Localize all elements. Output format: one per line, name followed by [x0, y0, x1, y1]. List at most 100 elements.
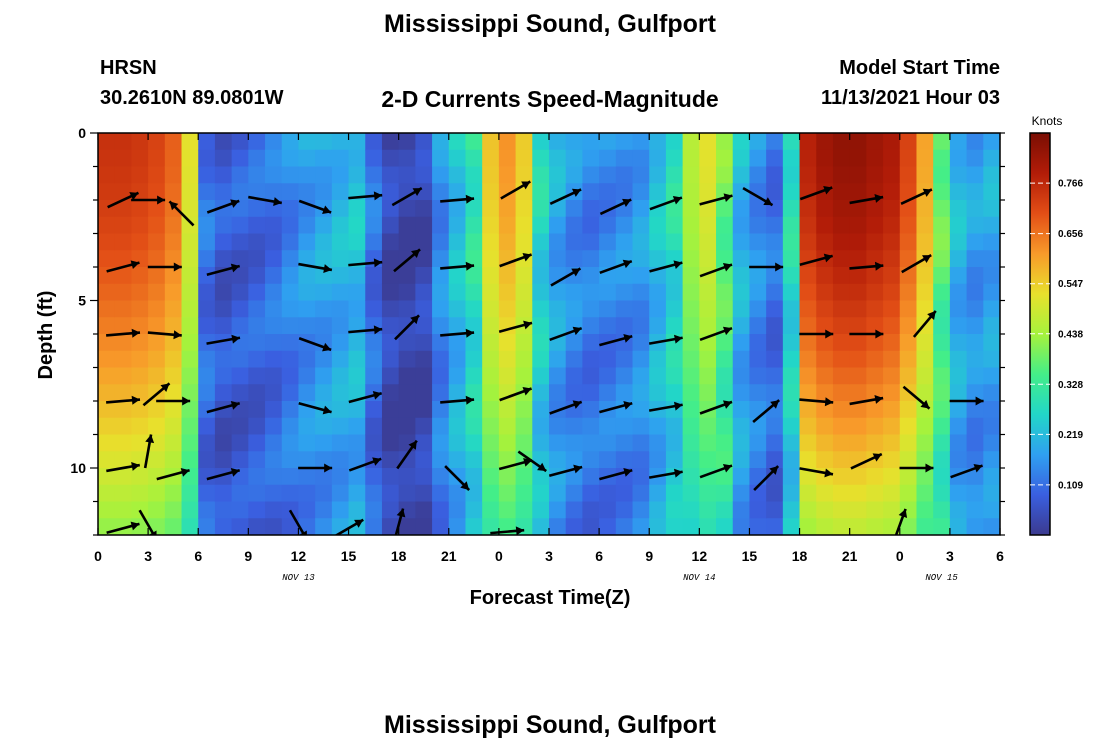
heatmap-cell: [949, 417, 968, 436]
current-vector: [849, 261, 884, 271]
heatmap-cell: [482, 484, 500, 503]
heatmap-cell: [248, 183, 266, 201]
heatmap-cell: [632, 367, 650, 385]
heatmap-cell: [98, 468, 116, 486]
heatmap-cell: [949, 317, 968, 335]
heatmap-cell: [615, 317, 634, 335]
heatmap-cell: [515, 267, 533, 285]
heatmap-cell: [114, 149, 133, 168]
heatmap-cell: [549, 451, 567, 469]
heatmap-cell: [766, 283, 784, 302]
heatmap-cell: [899, 334, 918, 352]
heatmap-cell: [816, 384, 834, 402]
heatmap-cell: [114, 501, 133, 519]
heatmap-cell: [816, 451, 834, 469]
heatmap-cell: [181, 283, 199, 302]
heatmap-cell: [415, 334, 433, 352]
heatmap-cell: [899, 417, 918, 436]
current-vector: [106, 462, 141, 473]
heatmap-cell: [649, 216, 667, 235]
heatmap-cell: [265, 468, 283, 486]
heatmap-cell: [131, 300, 149, 318]
heatmap-cell: [766, 216, 784, 235]
current-vector: [143, 434, 155, 469]
heatmap-cell: [465, 518, 483, 535]
heatmap-cell: [381, 518, 400, 535]
current-vector: [901, 254, 932, 274]
heatmap-cell: [832, 350, 851, 369]
heatmap-cell: [214, 334, 233, 352]
heatmap-cell: [448, 250, 467, 268]
heatmap-cell: [749, 417, 767, 436]
vector-head: [825, 329, 834, 339]
heatmap-cell: [799, 267, 817, 285]
heatmap-cell: [214, 133, 233, 151]
heatmap-cell: [181, 384, 199, 402]
heatmap-cell: [315, 183, 333, 201]
heatmap-cell: [365, 367, 383, 385]
heatmap-cell: [832, 250, 851, 268]
heatmap-cell: [933, 434, 951, 452]
heatmap-cell: [883, 518, 901, 535]
heatmap-cell: [632, 350, 650, 369]
heatmap-cell: [415, 283, 433, 302]
heatmap-cell: [766, 334, 784, 352]
heatmap-cell: [365, 501, 383, 519]
heatmap-cell: [565, 133, 584, 151]
heatmap-cell: [164, 384, 183, 402]
heatmap-cell: [933, 334, 951, 352]
heatmap-cell: [498, 216, 517, 235]
x-axis-title: Forecast Time(Z): [470, 587, 631, 609]
vector-head: [537, 462, 547, 472]
heatmap-cell: [766, 267, 784, 285]
station-coords: 30.2610N 89.0801W: [100, 87, 284, 109]
heatmap-cell: [381, 451, 400, 469]
heatmap-cell: [949, 267, 968, 285]
vector-head: [372, 390, 382, 400]
heatmap-cell: [716, 300, 734, 318]
heatmap-cell: [615, 149, 634, 168]
heatmap-cell: [849, 149, 867, 168]
heatmap-cell: [114, 468, 133, 486]
heatmap-cell: [381, 501, 400, 519]
heatmap-cell: [983, 267, 1000, 285]
heatmap-cell: [381, 233, 400, 251]
heatmap-cell: [415, 233, 433, 251]
heatmap-cell: [265, 216, 283, 235]
heatmap-cell: [849, 200, 867, 218]
heatmap-cell: [899, 468, 918, 486]
vector-head: [411, 249, 421, 258]
heatmap-cell: [649, 283, 667, 302]
heatmap-cell: [381, 133, 400, 151]
heatmap-cell: [448, 417, 467, 436]
heatmap-cell: [782, 200, 801, 218]
vector-head: [920, 399, 930, 409]
heatmap-cell: [732, 149, 751, 168]
heatmap-cell: [682, 233, 700, 251]
heatmap-cell: [432, 350, 450, 369]
heatmap-cell: [265, 417, 283, 436]
heatmap-cell: [832, 166, 851, 184]
heatmap-cell: [649, 451, 667, 469]
vector-head: [674, 468, 683, 478]
heatmap-cell: [916, 233, 934, 251]
heatmap-cell: [432, 451, 450, 469]
current-vector: [348, 390, 383, 404]
heatmap-cell: [782, 183, 801, 201]
heatmap-cell: [131, 267, 149, 285]
vector-head: [173, 330, 182, 340]
heatmap-cell: [916, 200, 934, 218]
heatmap-cell: [98, 350, 116, 369]
heatmap-cell: [164, 434, 183, 452]
vector-head: [354, 519, 364, 528]
heatmap-cell: [899, 484, 918, 503]
heatmap-cell: [933, 417, 951, 436]
heatmap-cell: [532, 434, 550, 452]
heatmap-cell: [415, 484, 433, 503]
heatmap-cell: [265, 401, 283, 419]
heatmap-cell: [632, 183, 650, 201]
current-vector: [799, 185, 833, 201]
heatmap-cell: [482, 334, 500, 352]
heatmap-cell: [816, 518, 834, 535]
vector-head: [173, 262, 182, 272]
